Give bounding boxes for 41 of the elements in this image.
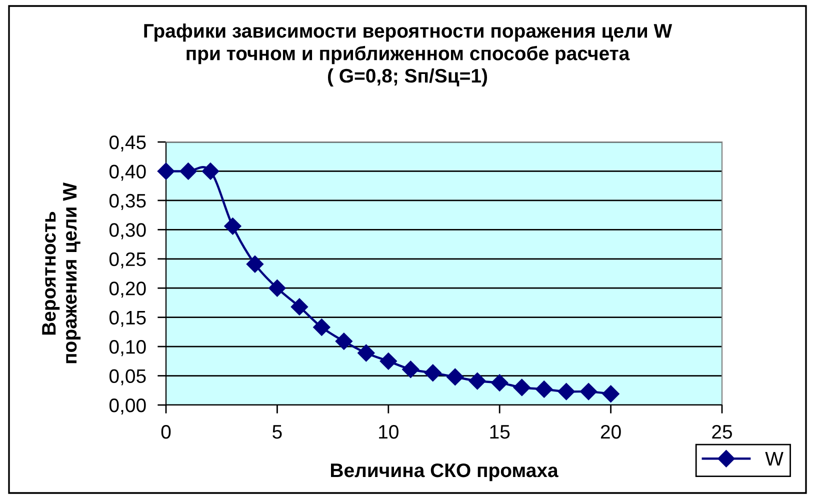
- y-tick-label: 0,30: [109, 223, 146, 240]
- point: [558, 383, 575, 400]
- point: [446, 368, 464, 386]
- y-tick-label: 0,40: [109, 164, 146, 181]
- point: [358, 344, 375, 362]
- y-tick-label: 0,00: [109, 398, 146, 415]
- x-axis-title: Величина СКО промаха: [331, 463, 558, 482]
- legend-label: W: [765, 452, 784, 466]
- x-tick-label: 15: [490, 425, 510, 439]
- point: [313, 318, 330, 336]
- y-tick-label: 0,35: [109, 194, 146, 210]
- x-tick-label: 5: [272, 425, 282, 439]
- point: [246, 256, 264, 273]
- y-axis-title: Вероятность поражения цели W: [42, 182, 81, 364]
- x-tick-label: 20: [600, 424, 621, 439]
- point: [402, 360, 420, 378]
- x-tick-label: 25: [712, 424, 732, 439]
- x-tick-label: 0: [161, 424, 171, 439]
- x-tick-label: 10: [379, 424, 398, 439]
- point: [224, 218, 242, 235]
- y-tick-label: 0,10: [109, 340, 146, 356]
- point: [290, 298, 308, 316]
- point: [268, 280, 286, 297]
- point: [513, 378, 530, 396]
- point: [491, 374, 508, 392]
- point: [335, 332, 352, 350]
- y-tick-label: 0,45: [109, 135, 146, 152]
- chart-title: Графики зависимости вероятности поражения цели W при точном и приближенном способе расчета ( G=0,8; Sп/Sц=1): [144, 23, 672, 87]
- point: [580, 383, 598, 400]
- point: [202, 162, 220, 180]
- point: [380, 352, 397, 370]
- point: [424, 364, 442, 382]
- point: [157, 162, 175, 180]
- point: [180, 162, 197, 180]
- y-tick-label: 0,15: [109, 310, 146, 327]
- point: [536, 380, 553, 398]
- y-tick-label: 0,20: [109, 282, 146, 298]
- y-tick-label: 0,25: [109, 252, 146, 268]
- point: [468, 372, 486, 390]
- y-tick-label: 0,05: [109, 369, 146, 386]
- point: [602, 385, 620, 402]
